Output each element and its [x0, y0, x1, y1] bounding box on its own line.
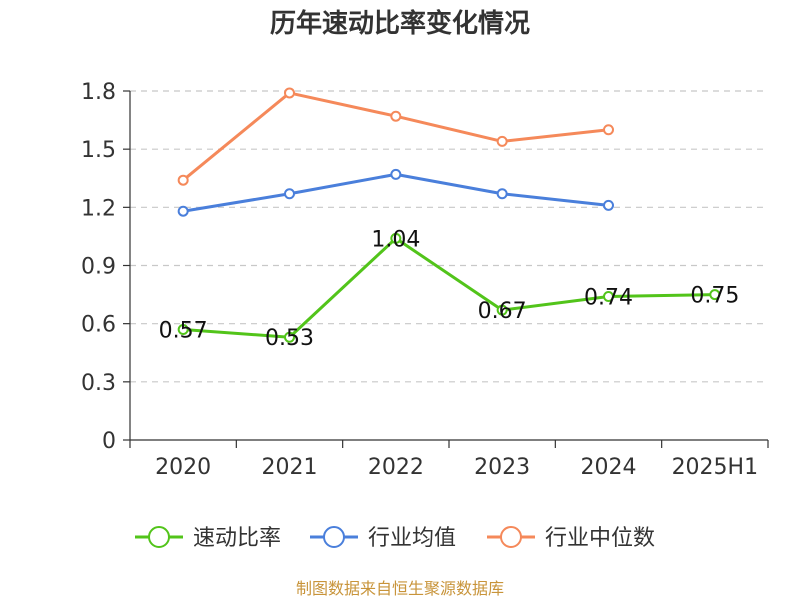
data-label: 0.74 [584, 286, 633, 311]
x-tick-label: 2022 [368, 455, 424, 480]
legend-marker [148, 526, 170, 548]
legend-label: 行业中位数 [545, 526, 655, 551]
data-label: 0.53 [265, 326, 314, 351]
data-point[interactable] [603, 199, 614, 211]
series-line-2 [182, 91, 609, 182]
source-note: 制图数据来自恒生聚源数据库 [296, 579, 504, 598]
data-point[interactable] [177, 323, 189, 335]
legend-label: 速动比率 [193, 526, 281, 551]
data-point[interactable] [390, 232, 402, 244]
data-point[interactable] [390, 110, 402, 122]
x-tick-label: 2021 [262, 455, 318, 480]
data-point[interactable] [284, 331, 295, 343]
data-label: 1.04 [371, 227, 420, 252]
legend-label: 行业均值 [368, 526, 456, 551]
series-line-1 [182, 172, 609, 213]
data-point[interactable] [603, 291, 614, 303]
series-line-0 [183, 236, 715, 339]
legend-marker [323, 526, 345, 548]
y-tick-label: 0.6 [81, 313, 116, 338]
legend-marker [500, 526, 522, 548]
data-point[interactable] [284, 87, 295, 99]
y-tick-label: 1.2 [81, 196, 116, 221]
y-tick-label: 1.8 [81, 80, 116, 105]
data-label: 0.57 [159, 318, 208, 343]
y-tick-label: 0 [102, 429, 116, 454]
data-point[interactable] [284, 188, 295, 200]
data-point[interactable] [709, 289, 721, 301]
data-point[interactable] [177, 174, 189, 186]
data-point[interactable] [603, 124, 614, 136]
legend-item[interactable]: 行业均值 [310, 526, 456, 551]
x-tick-label: 2025H1 [672, 455, 759, 480]
y-tick-label: 1.5 [81, 138, 116, 163]
data-point[interactable] [496, 304, 508, 316]
x-tick-label: 2023 [474, 455, 530, 480]
data-point[interactable] [496, 135, 508, 147]
legend-item[interactable]: 速动比率 [135, 526, 281, 551]
data-label: 0.75 [690, 284, 739, 309]
chart-title: 历年速动比率变化情况 [270, 8, 530, 39]
data-point[interactable] [390, 168, 402, 180]
legend-item[interactable]: 行业中位数 [487, 526, 655, 551]
x-tick-label: 2024 [581, 455, 637, 480]
data-label: 0.67 [478, 299, 527, 324]
data-point[interactable] [177, 205, 189, 217]
x-tick-label: 2020 [155, 455, 211, 480]
y-tick-label: 0.9 [81, 255, 116, 280]
data-point[interactable] [496, 188, 508, 200]
y-tick-label: 0.3 [81, 371, 116, 396]
